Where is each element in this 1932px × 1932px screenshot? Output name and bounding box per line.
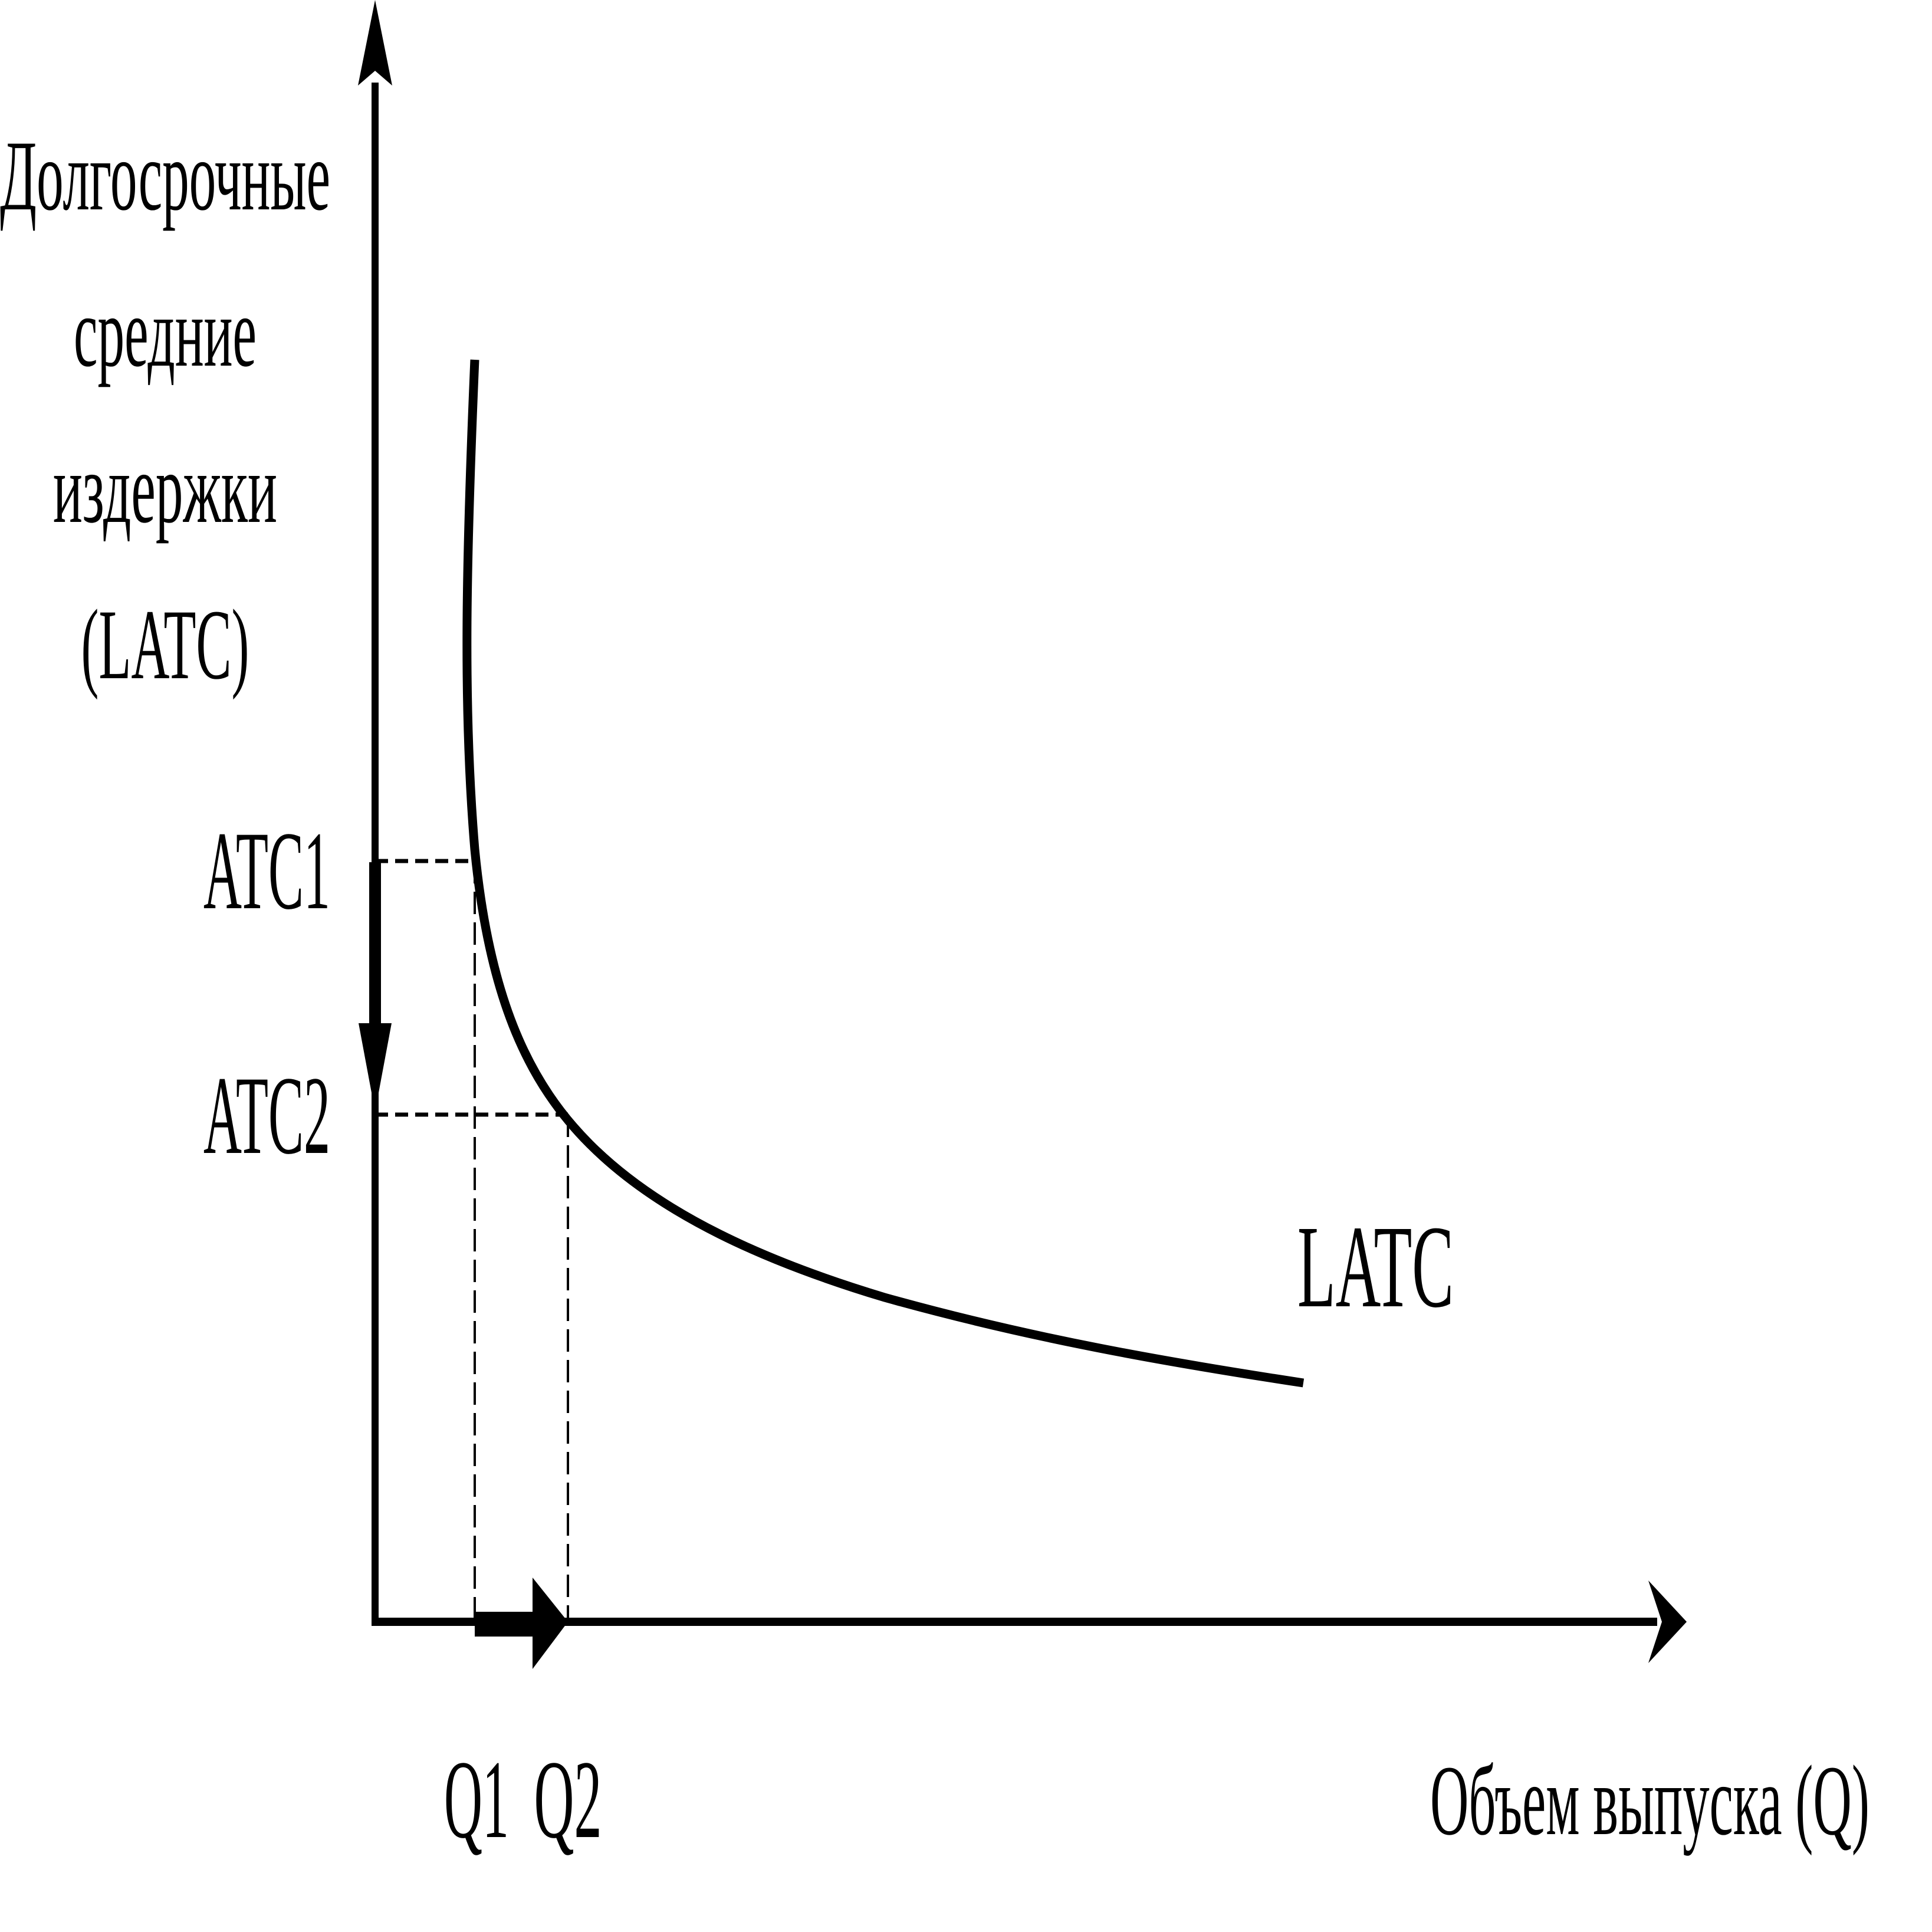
output-increase-arrowhead [533, 1578, 568, 1669]
x-axis-label: Объем выпуска (Q) [1430, 1745, 1869, 1856]
y-axis-label-line-1: Долгосрочные [0, 120, 330, 231]
atc1-label: ATC1 [203, 809, 330, 933]
output-increase-arrow-shaft [475, 1612, 537, 1637]
cost-decrease-arrowhead [359, 1023, 392, 1112]
x-axis-arrowhead [1648, 1581, 1687, 1663]
y-axis-label-line-3: издержки [53, 433, 277, 544]
atc2-label: ATC2 [203, 1054, 330, 1178]
y-axis-label-line-4: (LATC) [81, 589, 249, 700]
y-axis-arrowhead [358, 0, 392, 86]
y-axis-label-line-2: средние [74, 277, 257, 387]
latc-curve-label: LATC [1297, 1202, 1454, 1332]
latc-curve [462, 359, 1305, 1388]
q1-label: Q1 [444, 1738, 509, 1862]
cost-decrease-arrow-shaft [369, 862, 381, 1027]
q2-label: Q2 [534, 1738, 602, 1862]
